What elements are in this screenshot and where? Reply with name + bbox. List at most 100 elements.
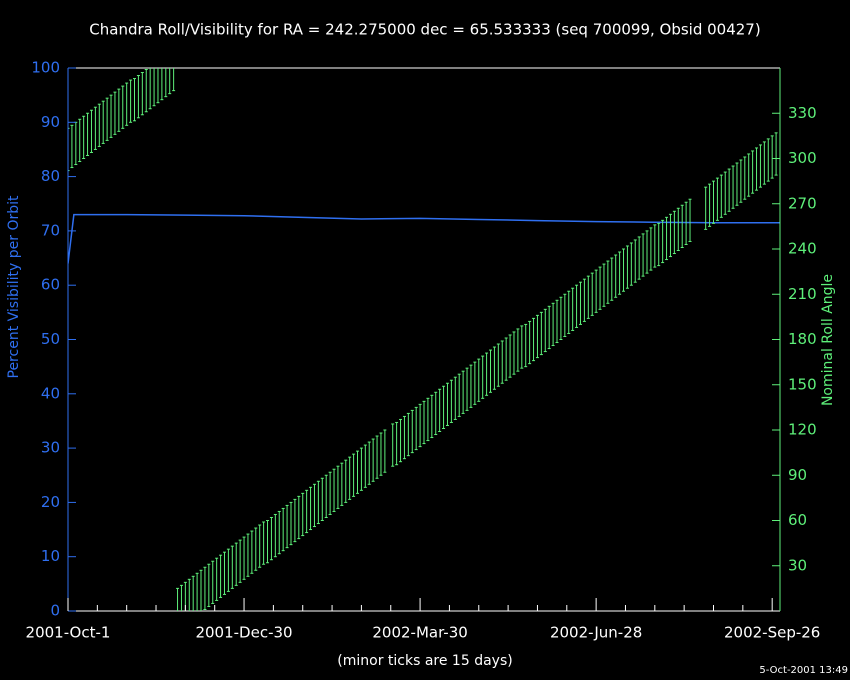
roll-bar xyxy=(207,563,211,607)
roll-bar xyxy=(176,587,180,611)
roll-bar xyxy=(312,483,316,528)
roll-bar xyxy=(238,539,242,583)
roll-bar xyxy=(340,462,344,506)
roll-bar xyxy=(676,207,680,252)
roll-bar xyxy=(649,227,653,271)
roll-bar xyxy=(226,548,230,592)
roll-bar xyxy=(582,278,586,322)
roll-bar xyxy=(508,334,512,378)
roll-bar xyxy=(465,367,469,411)
roll-bar xyxy=(524,323,528,368)
roll-bar xyxy=(68,127,70,172)
roll-bar xyxy=(688,198,692,242)
roll-bar xyxy=(262,521,266,565)
roll-bar xyxy=(187,578,191,611)
roll-bar xyxy=(637,236,641,280)
roll-bar xyxy=(614,254,618,298)
x-tick-label: 2002-Mar-30 xyxy=(372,624,467,642)
roll-bar xyxy=(645,230,649,274)
roll-bar xyxy=(215,557,219,601)
roll-bar xyxy=(125,82,129,126)
roll-bar xyxy=(109,94,113,138)
roll-bar xyxy=(618,251,622,295)
roll-bar xyxy=(222,551,226,595)
roll-bar xyxy=(496,343,500,387)
roll-bar xyxy=(555,299,559,344)
roll-bar xyxy=(594,269,598,313)
roll-bar xyxy=(434,391,438,436)
roll-bar xyxy=(359,447,363,491)
roll-bar xyxy=(755,147,759,191)
roll-bar xyxy=(606,260,610,304)
roll-bar xyxy=(195,572,199,611)
roll-bar xyxy=(105,97,109,141)
roll-bar xyxy=(586,275,590,319)
roll-bar xyxy=(136,75,140,119)
roll-bar xyxy=(504,337,508,381)
roll-bar xyxy=(512,331,516,375)
roll-bar xyxy=(481,355,485,399)
y-tick-label: 100 xyxy=(31,59,60,77)
roll-bar xyxy=(489,349,493,393)
roll-bar xyxy=(438,388,442,433)
roll-bar xyxy=(727,168,731,212)
roll-bar xyxy=(402,415,406,460)
roll-bar xyxy=(665,216,669,261)
roll-bar xyxy=(563,293,567,337)
roll-bar xyxy=(528,320,532,365)
roll-bar xyxy=(445,382,449,426)
roll-bar xyxy=(543,308,547,353)
roll-bar xyxy=(266,520,270,564)
y2-tick-label: 300 xyxy=(788,149,817,167)
roll-bar xyxy=(672,210,676,255)
roll-bar xyxy=(747,153,751,197)
y-tick-label: 60 xyxy=(41,276,60,294)
roll-bar xyxy=(575,284,579,328)
roll-bar xyxy=(383,429,387,473)
roll-bar xyxy=(735,162,739,206)
roll-bar xyxy=(461,370,465,414)
x-tick-label: 2002-Sep-26 xyxy=(724,624,820,642)
roll-bar xyxy=(211,560,215,604)
roll-bar xyxy=(551,302,555,347)
roll-bar xyxy=(414,406,418,451)
roll-bar xyxy=(410,409,414,454)
roll-bar xyxy=(567,290,571,334)
roll-bar xyxy=(758,144,762,188)
roll-bar xyxy=(320,477,324,521)
roll-bar xyxy=(289,501,293,546)
roll-bar xyxy=(774,132,778,176)
roll-bar xyxy=(680,204,684,248)
roll-bar xyxy=(598,266,602,310)
roll-bar xyxy=(629,242,633,286)
roll-bar xyxy=(246,533,250,577)
roll-bar xyxy=(309,486,313,531)
roll-bar xyxy=(743,156,747,200)
roll-bar xyxy=(477,358,481,402)
roll-bar xyxy=(203,566,207,610)
roll-bar xyxy=(520,325,524,369)
y-tick-label: 50 xyxy=(41,330,60,348)
roll-bar xyxy=(535,314,539,359)
y-axis-label: Percent Visibility per Orbit xyxy=(6,195,22,379)
roll-bar xyxy=(719,174,723,218)
roll-bar xyxy=(344,459,348,503)
roll-bar xyxy=(449,379,453,423)
roll-bar xyxy=(715,177,719,221)
y-tick-label: 80 xyxy=(41,167,60,185)
roll-bar xyxy=(708,183,712,227)
roll-bar xyxy=(121,85,125,129)
y2-axis-label: Nominal Roll Angle xyxy=(820,274,836,406)
roll-bar xyxy=(301,492,305,537)
roll-bar xyxy=(532,317,536,362)
roll-bar xyxy=(668,213,672,258)
roll-bar xyxy=(144,69,148,113)
roll-bar xyxy=(661,219,665,264)
roll-bar xyxy=(352,453,356,497)
roll-bar xyxy=(395,421,399,466)
roll-bar xyxy=(406,412,410,457)
roll-bar xyxy=(739,159,743,203)
roll-bar xyxy=(731,165,735,209)
y-tick-label: 70 xyxy=(41,221,60,239)
